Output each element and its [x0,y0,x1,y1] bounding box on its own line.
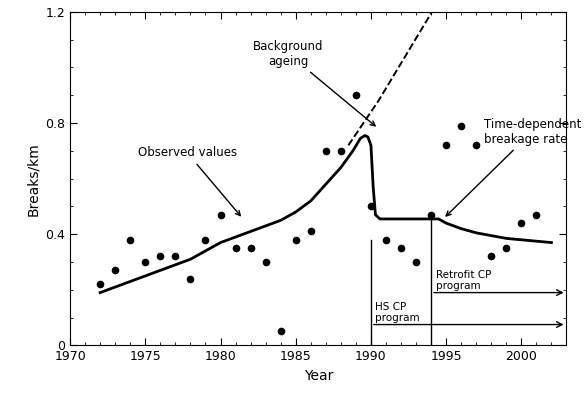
Y-axis label: Breaks/km: Breaks/km [26,142,40,216]
Text: HS CP
program: HS CP program [376,302,420,323]
X-axis label: Year: Year [304,369,333,383]
Text: Background
ageing: Background ageing [253,40,375,126]
Text: Time-dependent
breakage rate: Time-dependent breakage rate [446,118,581,216]
Text: Retrofit CP
program: Retrofit CP program [436,270,491,291]
Text: Observed values: Observed values [138,146,240,216]
